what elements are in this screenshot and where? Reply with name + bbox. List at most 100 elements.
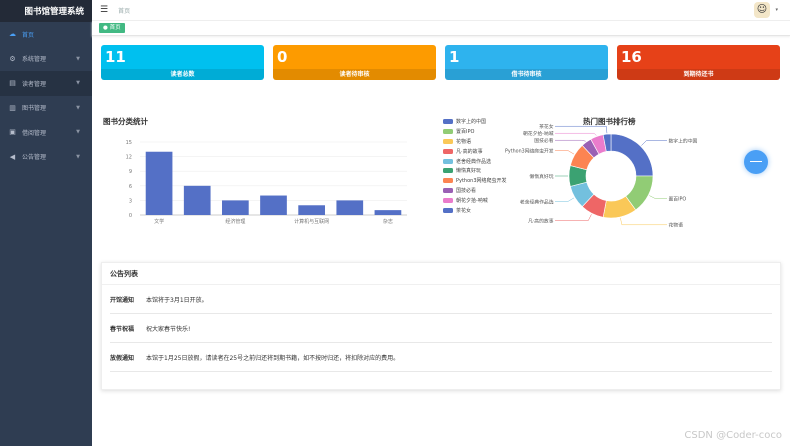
card-due-return[interactable]: 16 到期待还书 [617, 45, 780, 80]
y-tick-label: 3 [129, 198, 132, 204]
notice-row-title: 放假通知 [110, 354, 135, 362]
menu-toggle-icon[interactable]: ☰ [100, 5, 109, 15]
legend-label: 凡·高的故事 [456, 148, 483, 155]
card-value: 1 [449, 48, 460, 66]
breadcrumb[interactable]: 首页 [118, 7, 131, 15]
legend-item[interactable]: 花物语 [443, 137, 507, 147]
sidebar-item-label: 读者管理 [22, 80, 47, 88]
sidebar-item-home[interactable]: ☁ 首页 [0, 22, 92, 47]
slice-label: 置百IPO [669, 196, 687, 202]
tab-label: 首页 [109, 25, 121, 31]
notice-row[interactable]: 放假通知 本馆于1月25日放假，请读者在25号之前归还将到期书籍，如不按时归还，将… [110, 343, 772, 372]
chevron-down-icon: ▼ [76, 55, 80, 62]
legend-swatch [443, 138, 453, 144]
legend-label: Python3网络爬虫开发 [456, 178, 507, 185]
notice-row-content: 祝大家春节快乐! [146, 325, 191, 333]
legend-item[interactable]: Python3网络爬虫开发 [443, 176, 507, 186]
label-line [555, 139, 586, 142]
label-line [555, 125, 608, 134]
bar [145, 151, 173, 215]
notice-panel: 公告列表 开馆通知 本馆将于3月1日开放。 春节祝福 祝大家春节快乐! 放假通知 本馆… [101, 262, 781, 390]
sidebar-item-label: 借阅管理 [22, 129, 47, 137]
notice-row-content: 本馆于1月25日放假，请读者在25号之前归还将到期书籍，如不按时归还，将扣除对应… [146, 354, 400, 362]
chevron-down-icon: ▼ [76, 104, 80, 111]
x-tick-label: 文学 [154, 218, 164, 225]
notice-row[interactable]: 开馆通知 本馆将于3月1日开放。 [110, 285, 772, 314]
app-title: 图书馆管理系统 [0, 0, 92, 22]
legend-swatch [443, 129, 453, 135]
label-line [641, 140, 667, 146]
slice-label: 朝花夕拾-呐喊 [523, 130, 554, 137]
label-line [649, 195, 667, 199]
bar [336, 200, 364, 215]
legend-item[interactable]: 茶花女 [443, 205, 507, 215]
legend-item[interactable]: 置百IPO [443, 127, 507, 137]
dashboard-icon: ☁ [9, 30, 16, 39]
bar [260, 195, 287, 215]
slice-label: 数字上的中国 [669, 137, 698, 144]
y-tick-label: 6 [129, 184, 132, 190]
legend-item[interactable]: 凡·高的故事 [443, 146, 507, 156]
tab-home[interactable]: ● 首页 [99, 23, 125, 33]
floating-action-button[interactable] [744, 150, 768, 174]
sidebar-item-label: 首页 [22, 31, 35, 39]
card-label: 到期待还书 [617, 69, 780, 80]
slice-label: 懒惰真好玩 [530, 173, 554, 180]
sidebar-item-label: 图书管理 [22, 105, 47, 113]
legend-item[interactable]: 懒惰真好玩 [443, 166, 507, 176]
pie-legend: 数字上的中国置百IPO 花物语凡·高的故事 老舍经典作品选懒惰真好玩 Python3网… [443, 117, 507, 215]
legend-label: 花物语 [456, 138, 472, 145]
card-readers-total[interactable]: 11 读者总数 [101, 45, 264, 80]
notice-row-title: 开馆通知 [110, 296, 135, 304]
notice-title: 公告列表 [102, 263, 780, 285]
sidebar-item-books[interactable]: ▥ 图书管理 ▼ [0, 96, 92, 121]
y-tick-label: 12 [126, 155, 132, 161]
legend-swatch [443, 119, 453, 125]
legend-swatch [443, 148, 453, 154]
sidebar-item-readers[interactable]: ▤ 读者管理 ▼ [0, 71, 92, 96]
label-line [620, 217, 667, 226]
megaphone-icon: ◀ [9, 152, 16, 161]
sidebar-item-notice[interactable]: ◀ 公告管理 ▼ [0, 145, 92, 170]
notice-row-content: 本馆将于3月1日开放。 [146, 296, 208, 304]
legend-item[interactable]: 老舍经典作品选 [443, 156, 507, 166]
label-line [555, 150, 575, 155]
bar [298, 205, 325, 215]
id-card-icon: ▤ [9, 79, 16, 88]
top-bar: ☰ 首页 ☺ ▾ [92, 0, 790, 21]
notice-row[interactable]: 春节祝福 祝大家春节快乐! [110, 314, 772, 343]
bar-chart-title: 图书分类统计 [103, 117, 148, 126]
y-tick-label: 9 [129, 169, 132, 175]
sidebar-item-label: 公告管理 [22, 154, 47, 162]
card-borrow-pending[interactable]: 1 借书待审核 [445, 45, 608, 80]
avatar[interactable]: ☺ [754, 2, 770, 18]
card-label: 读者待审核 [273, 69, 436, 80]
bar [222, 200, 249, 215]
slice-label: 茶花女 [539, 123, 554, 130]
card-value: 11 [105, 48, 126, 66]
chevron-down-icon: ▼ [76, 80, 80, 87]
legend-swatch [443, 207, 453, 213]
slice-label: 花物语 [669, 222, 684, 229]
sidebar-item-label: 系统管理 [22, 56, 47, 64]
bar-chart: 0 3 6 9 12 15 文学 经济管理 计算机与互联网 杂志 [126, 140, 407, 225]
tags-view: ● 首页 [92, 21, 790, 36]
slice-label: Python3网络爬虫开发 [505, 147, 554, 154]
label-line [555, 214, 592, 221]
legend-swatch [443, 187, 453, 193]
legend-item[interactable]: 国技必看 [443, 186, 507, 196]
sidebar-item-borrow[interactable]: ▣ 借阅管理 ▼ [0, 120, 92, 145]
card-label: 借书待审核 [445, 69, 608, 80]
donut-slice [610, 133, 654, 177]
legend-label: 置百IPO [456, 129, 475, 136]
legend-item[interactable]: 朝花夕拾-呐喊 [443, 195, 507, 205]
slice-label: 老舍经典作品选 [520, 198, 554, 205]
caret-down-icon[interactable]: ▾ [775, 7, 778, 13]
legend-item[interactable]: 数字上的中国 [443, 117, 507, 127]
card-readers-pending[interactable]: 0 读者待审核 [273, 45, 436, 80]
slice-label: 国技必看 [534, 137, 553, 144]
legend-label: 茶花女 [456, 207, 472, 214]
sidebar-item-system[interactable]: ⚙ 系统管理 ▼ [0, 47, 92, 72]
legend-label: 懒惰真好玩 [456, 168, 482, 175]
